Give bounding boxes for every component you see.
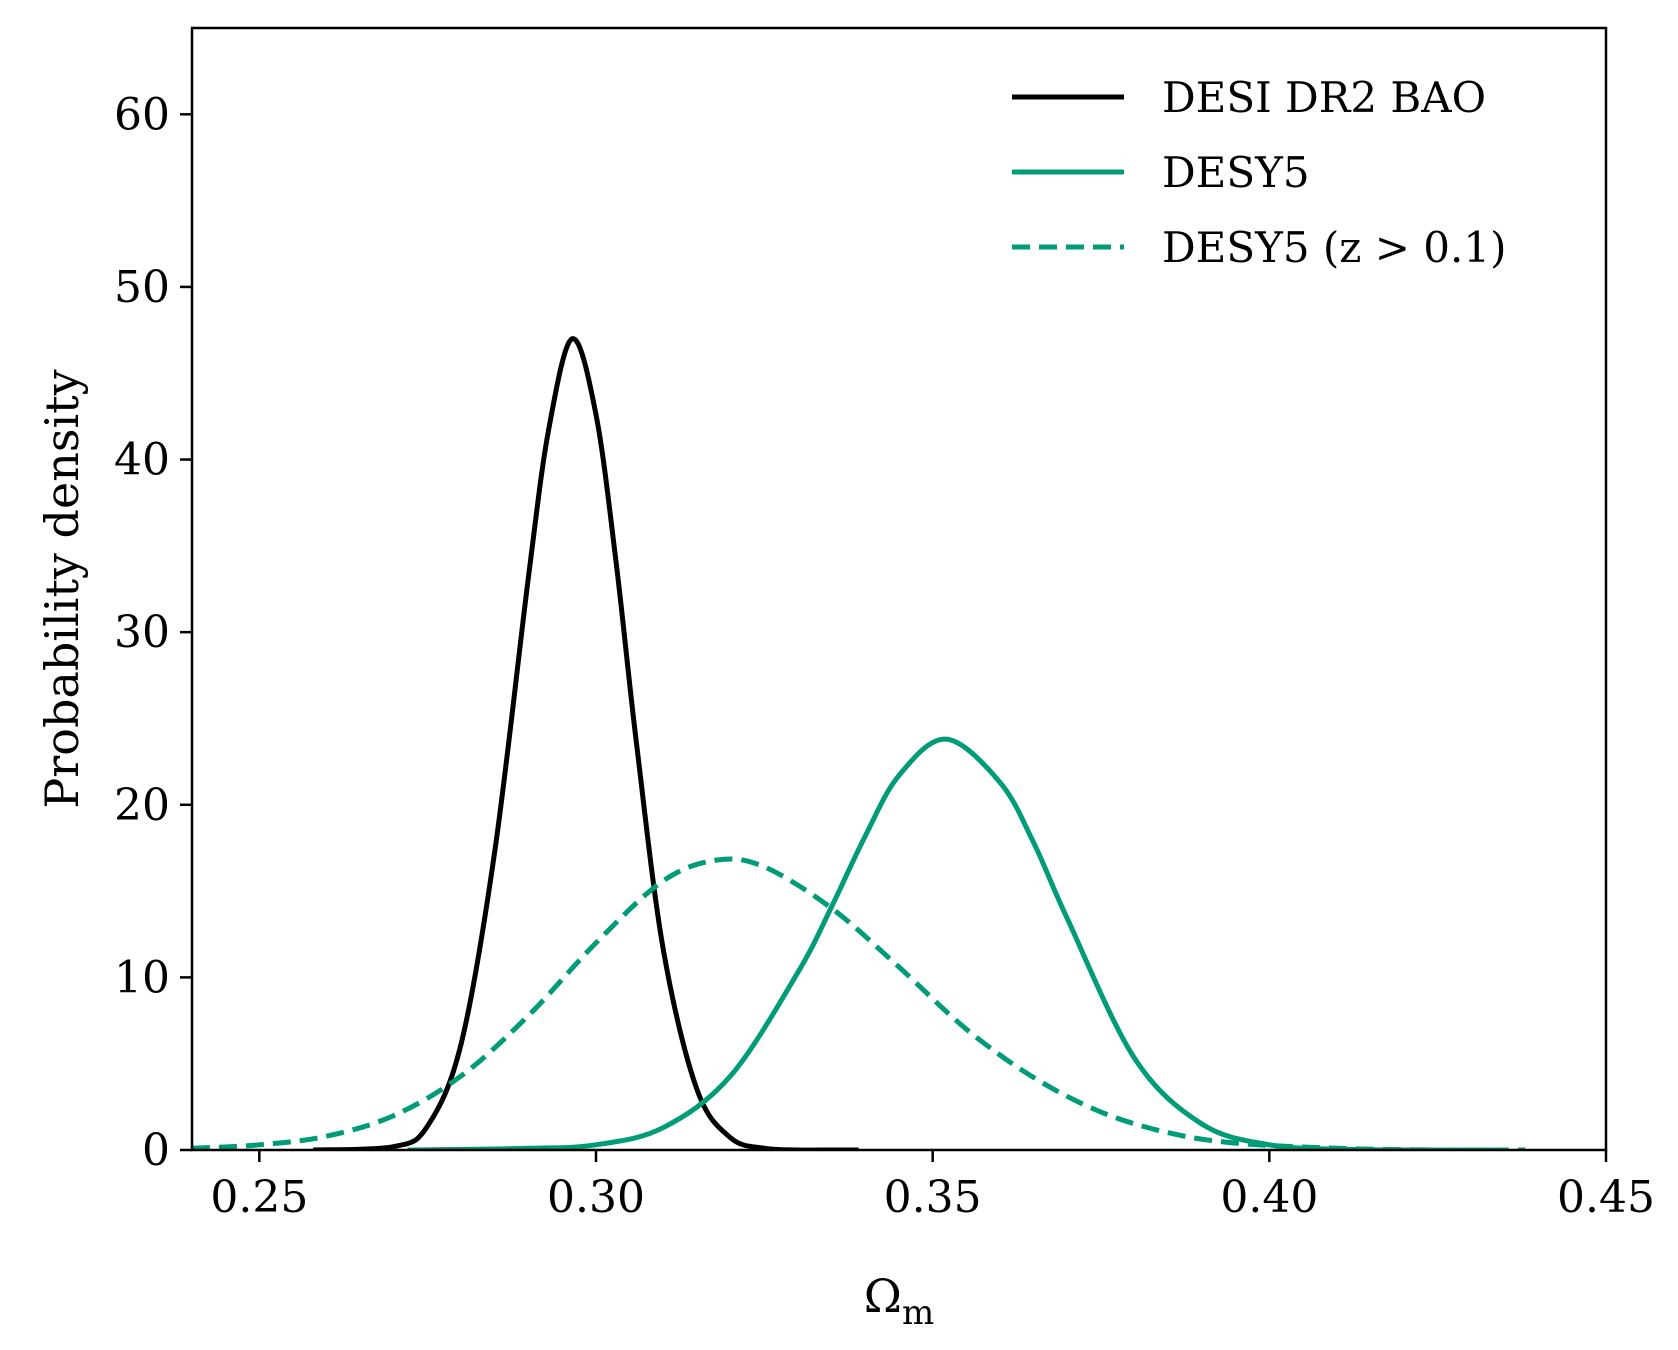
plot-area bbox=[192, 336, 1526, 1150]
x-tick-label: 0.40 bbox=[1220, 1172, 1318, 1223]
series-line-desi-dr2-bao bbox=[313, 336, 859, 1150]
x-tick-label: 0.30 bbox=[547, 1172, 645, 1223]
y-axis-title: Probability density bbox=[35, 369, 89, 808]
x-axis-title-main: Ω bbox=[864, 1269, 902, 1323]
y-tick-label: 60 bbox=[114, 89, 170, 140]
legend-label-desi-dr2-bao: DESI DR2 BAO bbox=[1162, 73, 1486, 122]
legend-label-desy5: DESY5 bbox=[1162, 148, 1310, 197]
x-tick-label: 0.45 bbox=[1557, 1172, 1655, 1223]
x-axis: 0.25 0.30 0.35 0.40 0.45 bbox=[210, 1150, 1655, 1223]
axes-frame bbox=[190, 26, 1608, 1152]
x-tick-label: 0.35 bbox=[884, 1172, 982, 1223]
legend: DESI DR2 BAO DESY5 DESY5 (z > 0.1) bbox=[1012, 73, 1507, 272]
legend-label-desy5-z-0-1: DESY5 (z > 0.1) bbox=[1162, 223, 1507, 272]
x-axis-title: Ωm bbox=[864, 1269, 934, 1333]
y-tick-label: 30 bbox=[114, 607, 170, 658]
y-axis: 0 10 20 30 40 50 60 bbox=[114, 89, 192, 1176]
x-tick-label: 0.25 bbox=[210, 1172, 308, 1223]
series-line-desy5-z-0-1 bbox=[192, 856, 1526, 1150]
y-tick-label: 20 bbox=[114, 780, 170, 831]
y-tick-label: 10 bbox=[114, 952, 170, 1003]
x-axis-title-subscript: m bbox=[902, 1293, 934, 1333]
y-tick-label: 50 bbox=[114, 262, 170, 313]
y-tick-label: 40 bbox=[114, 435, 170, 486]
y-tick-label: 0 bbox=[142, 1125, 170, 1176]
series-line-desy5 bbox=[407, 736, 1505, 1150]
